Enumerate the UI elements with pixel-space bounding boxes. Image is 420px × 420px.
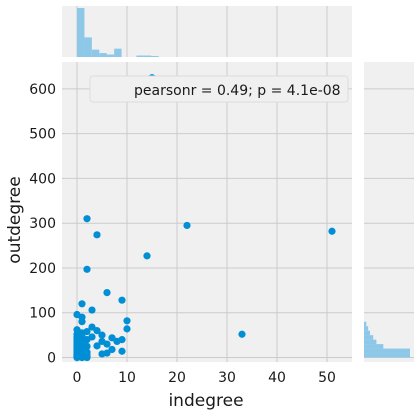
x-tick-label: 20 (168, 370, 186, 386)
scatter-point (103, 288, 111, 297)
annotation-legend-swatch (97, 82, 123, 96)
x-marginal-histogram (62, 6, 352, 57)
scatter-point (118, 336, 126, 344)
scatter-point (93, 231, 101, 239)
y-marginal-histogram (364, 62, 414, 362)
x-histogram-bar (136, 55, 144, 57)
scatter-point (328, 227, 336, 235)
scatter-point (103, 349, 111, 357)
scatter-point (123, 317, 131, 325)
x-histogram-bar (151, 56, 159, 57)
y-tick-label: 100 (29, 306, 56, 322)
scatter-point (83, 265, 91, 273)
scatter-point (88, 306, 96, 314)
y-tick-label: 400 (29, 171, 56, 187)
x-histogram-bar (143, 55, 152, 57)
y-histogram-bar (364, 344, 384, 349)
y-histogram-bar (364, 335, 374, 340)
scatter-point (143, 252, 151, 260)
y-tick-label: 500 (29, 127, 56, 143)
y-histogram-bar (364, 348, 410, 354)
x-histogram-bar (91, 49, 100, 57)
x-tick-label: 30 (218, 370, 236, 386)
scatter-point (103, 340, 111, 348)
y-histogram-bar (364, 326, 369, 331)
scatter-point (118, 347, 126, 355)
scatter-point (78, 300, 86, 308)
y-marginal-background (364, 62, 414, 362)
x-histogram-bar (77, 8, 85, 57)
x-marginal-background (62, 6, 352, 57)
annotation-text: pearsonr = 0.49; p = 4.1e-08 (134, 83, 341, 99)
y-axis-label: outdegree (5, 176, 25, 263)
scatter-point (108, 334, 116, 342)
scatter-point (108, 345, 116, 354)
scatter-point (73, 352, 81, 360)
y-histogram-bar (364, 339, 377, 345)
y-tick-label: 300 (29, 216, 56, 232)
scatter-point (78, 318, 86, 326)
x-histogram-bar (114, 48, 122, 57)
y-tick-label: 600 (29, 82, 56, 98)
x-tick-label: 0 (73, 370, 82, 386)
x-histogram-bar (106, 54, 115, 57)
plot-background (62, 62, 352, 362)
y-histogram-bar (364, 321, 367, 327)
y-histogram-bar (364, 330, 370, 336)
x-tick-label: 50 (318, 370, 336, 386)
scatter-point (83, 351, 91, 359)
annotation-box (89, 75, 349, 103)
x-axis-label: indegree (168, 391, 243, 411)
scatter-point (78, 336, 86, 345)
scatter-point (93, 342, 101, 350)
x-histogram-bar (99, 53, 107, 57)
pearson-annotation: pearsonr = 0.49; p = 4.1e-08 (89, 75, 349, 103)
scatter-point (83, 215, 91, 223)
x-tick-label: 10 (118, 370, 136, 386)
scatter-point (118, 296, 126, 304)
scatter-point (73, 333, 81, 341)
scatter-point (93, 327, 101, 335)
scatter-point (238, 330, 246, 338)
y-histogram-bar (364, 353, 410, 358)
scatter-point (88, 323, 96, 331)
scatter-point (183, 221, 191, 230)
y-tick-label: 200 (29, 261, 56, 277)
y-tick-label: 0 (47, 351, 56, 367)
x-tick-label: 40 (268, 370, 286, 386)
scatter-point (123, 325, 131, 333)
scatter-point (98, 331, 106, 339)
x-histogram-bar (84, 37, 92, 57)
